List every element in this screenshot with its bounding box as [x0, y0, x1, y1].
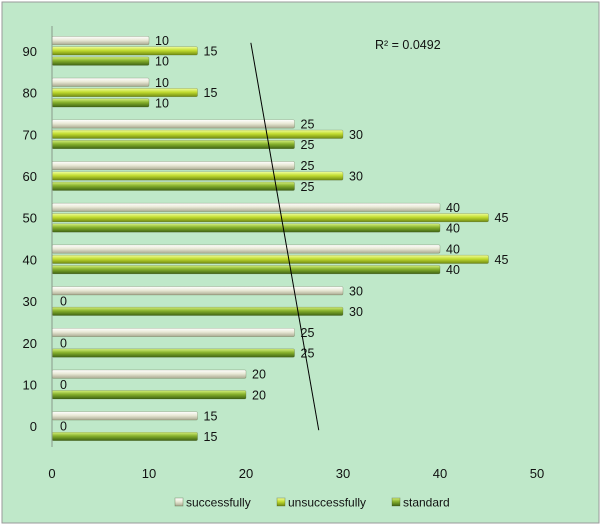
data-label-standard-80: 10 — [155, 96, 169, 110]
bar-successfully-50 — [51, 202, 441, 212]
x-tick-label: 10 — [142, 466, 156, 481]
trendline — [250, 42, 320, 431]
bar-successfully-90 — [51, 36, 150, 46]
bar-standard-70 — [51, 140, 295, 150]
bar-standard-10 — [51, 390, 247, 400]
data-label-unsuccessfully-80: 15 — [204, 86, 218, 100]
legend-swatch-unsuccessfully — [276, 497, 286, 507]
data-label-standard-30: 30 — [349, 305, 363, 319]
bar-successfully-80 — [51, 77, 150, 87]
data-label-unsuccessfully-10: 0 — [60, 378, 67, 392]
bar-standard-50 — [51, 223, 441, 233]
data-label-standard-0: 15 — [204, 430, 218, 444]
y-tick-label: 70 — [23, 127, 37, 142]
data-label-standard-10: 20 — [252, 388, 266, 402]
bar-successfully-30 — [51, 286, 344, 296]
x-tick-label: 20 — [239, 466, 253, 481]
x-tick-label: 30 — [336, 466, 350, 481]
data-label-successfully-40: 40 — [446, 243, 460, 257]
data-label-successfully-70: 25 — [301, 117, 315, 131]
y-tick-label: 90 — [23, 44, 37, 59]
axis-layer: 0 10 20 30 40 50 60 70 80 90 0 10 20 30 40 50 — [23, 26, 544, 481]
bar-successfully-70 — [51, 119, 295, 129]
bar-unsuccessfully-80 — [51, 88, 198, 98]
y-tick-label: 0 — [30, 419, 37, 434]
r-squared-label: R² = 0.0492 — [375, 38, 441, 52]
data-label-unsuccessfully-30: 0 — [60, 295, 67, 309]
data-label-standard-40: 40 — [446, 263, 460, 277]
bar-unsuccessfully-40 — [51, 254, 489, 264]
bar-unsuccessfully-90 — [51, 46, 198, 56]
bar-unsuccessfully-60 — [51, 171, 344, 181]
bar-standard-60 — [51, 181, 295, 191]
y-tick-label: 20 — [23, 336, 37, 351]
data-label-unsuccessfully-40: 45 — [495, 253, 509, 267]
data-label-unsuccessfully-50: 45 — [495, 211, 509, 225]
bar-standard-40 — [51, 265, 441, 275]
legend-label-successfully: successfully — [186, 496, 251, 510]
bar-successfully-40 — [51, 244, 441, 254]
bar-standard-0 — [51, 431, 198, 441]
bar-successfully-10 — [51, 369, 247, 379]
data-label-unsuccessfully-70: 30 — [349, 128, 363, 142]
bar-successfully-20 — [51, 327, 295, 337]
y-tick-label: 30 — [23, 294, 37, 309]
data-label-unsuccessfully-20: 0 — [60, 336, 67, 350]
data-label-successfully-30: 30 — [349, 284, 363, 298]
bar-unsuccessfully-70 — [51, 129, 344, 139]
data-label-successfully-60: 25 — [301, 159, 315, 173]
legend-label-unsuccessfully: unsuccessfully — [288, 496, 366, 510]
data-label-standard-50: 40 — [446, 221, 460, 235]
data-label-unsuccessfully-0: 0 — [60, 420, 67, 434]
data-label-standard-60: 25 — [301, 180, 315, 194]
y-tick-label: 80 — [23, 86, 37, 101]
legend-swatch-standard — [391, 497, 401, 507]
x-tick-label: 50 — [530, 466, 544, 481]
data-label-unsuccessfully-90: 15 — [204, 44, 218, 58]
data-label-unsuccessfully-60: 30 — [349, 169, 363, 183]
x-tick-label: 40 — [433, 466, 447, 481]
bar-standard-30 — [51, 306, 344, 316]
bar-unsuccessfully-50 — [51, 213, 489, 223]
bar-successfully-60 — [51, 161, 295, 171]
y-tick-label: 40 — [23, 252, 37, 267]
data-label-standard-90: 10 — [155, 55, 169, 69]
data-label-successfully-90: 10 — [155, 34, 169, 48]
legend: successfully unsuccessfully standard — [174, 496, 450, 510]
data-label-successfully-0: 15 — [204, 409, 218, 423]
bar-standard-90 — [51, 56, 150, 66]
data-label-standard-70: 25 — [301, 138, 315, 152]
y-tick-label: 10 — [23, 377, 37, 392]
x-tick-label: 0 — [48, 466, 55, 481]
data-label-successfully-80: 10 — [155, 76, 169, 90]
bar-standard-20 — [51, 348, 295, 358]
bar-standard-80 — [51, 98, 150, 108]
data-label-successfully-20: 25 — [301, 326, 315, 340]
plot-layer: 15 0 15 20 0 20 25 0 25 30 0 30 40 45 40 40 45 40 25 30 25 25… — [51, 34, 509, 444]
y-tick-label: 50 — [23, 211, 37, 226]
legend-swatch-successfully — [174, 497, 184, 507]
legend-label-standard: standard — [403, 496, 450, 510]
bar-successfully-0 — [51, 411, 198, 421]
data-label-standard-20: 25 — [301, 347, 315, 361]
data-label-successfully-50: 40 — [446, 201, 460, 215]
y-tick-label: 60 — [23, 169, 37, 184]
data-label-successfully-10: 20 — [252, 368, 266, 382]
